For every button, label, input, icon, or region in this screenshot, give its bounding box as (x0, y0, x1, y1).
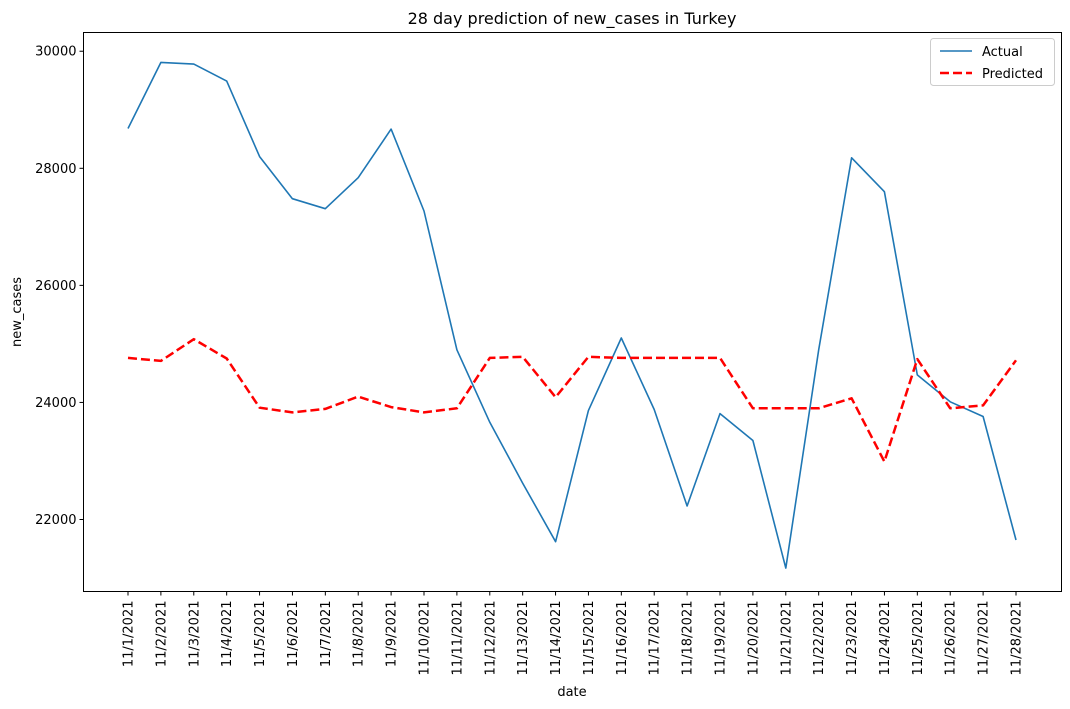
series-layer (127, 61, 1018, 569)
x-tick-label: 11/23/2021 (845, 601, 860, 676)
legend-label-actual: Actual (982, 45, 1023, 60)
x-tick-label: 11/18/2021 (681, 601, 696, 676)
x-tick-label: 11/4/2021 (220, 601, 235, 668)
x-tick-label: 11/21/2021 (779, 601, 794, 676)
y-tick-label: 26000 (35, 279, 76, 294)
x-tick-label: 11/1/2021 (122, 601, 137, 668)
y-tick-label: 22000 (35, 513, 76, 528)
x-axis: 11/1/2021 11/2/2021 11/3/2021 11/4/2021 11/5… (122, 591, 1025, 676)
x-tick-label: 11/6/2021 (286, 601, 301, 668)
x-tick-label: 11/11/2021 (450, 601, 465, 676)
x-tick-label: 11/14/2021 (549, 601, 564, 676)
legend: Actual Predicted (930, 38, 1055, 86)
y-axis-label: new_cases (10, 277, 25, 347)
y-axis: 22000 24000 26000 28000 30000 (35, 45, 84, 528)
x-tick-label: 11/16/2021 (615, 601, 630, 676)
y-tick-label: 28000 (35, 162, 76, 177)
x-tick-label: 11/5/2021 (253, 601, 268, 668)
x-tick-label: 11/22/2021 (812, 601, 827, 676)
x-tick-label: 11/8/2021 (352, 601, 367, 668)
y-tick-label: 30000 (35, 45, 76, 60)
legend-label-predicted: Predicted (982, 67, 1043, 82)
x-tick-label: 11/10/2021 (418, 601, 433, 676)
x-tick-label: 11/2/2021 (154, 601, 169, 668)
series-line-predicted (127, 337, 1018, 463)
x-tick-label: 11/25/2021 (911, 601, 926, 676)
plot-area (83, 32, 1062, 592)
x-tick-label: 11/3/2021 (187, 601, 202, 668)
x-tick-label: 11/9/2021 (385, 601, 400, 668)
x-tick-label: 11/17/2021 (648, 601, 663, 676)
y-tick-label: 24000 (35, 396, 76, 411)
chart-title: 28 day prediction of new_cases in Turkey (408, 9, 737, 29)
x-tick-label: 11/28/2021 (1010, 601, 1025, 676)
x-tick-label: 11/26/2021 (944, 601, 959, 676)
x-tick-label: 11/20/2021 (746, 601, 761, 676)
x-tick-label: 11/12/2021 (483, 601, 498, 676)
x-tick-label: 11/19/2021 (714, 601, 729, 676)
x-tick-label: 11/24/2021 (878, 601, 893, 676)
x-tick-label: 11/7/2021 (319, 601, 334, 668)
series-line-actual (127, 61, 1017, 569)
x-axis-label: date (557, 685, 586, 700)
x-tick-label: 11/15/2021 (582, 601, 597, 676)
x-tick-label: 11/13/2021 (516, 601, 531, 676)
x-tick-label: 11/27/2021 (977, 601, 992, 676)
